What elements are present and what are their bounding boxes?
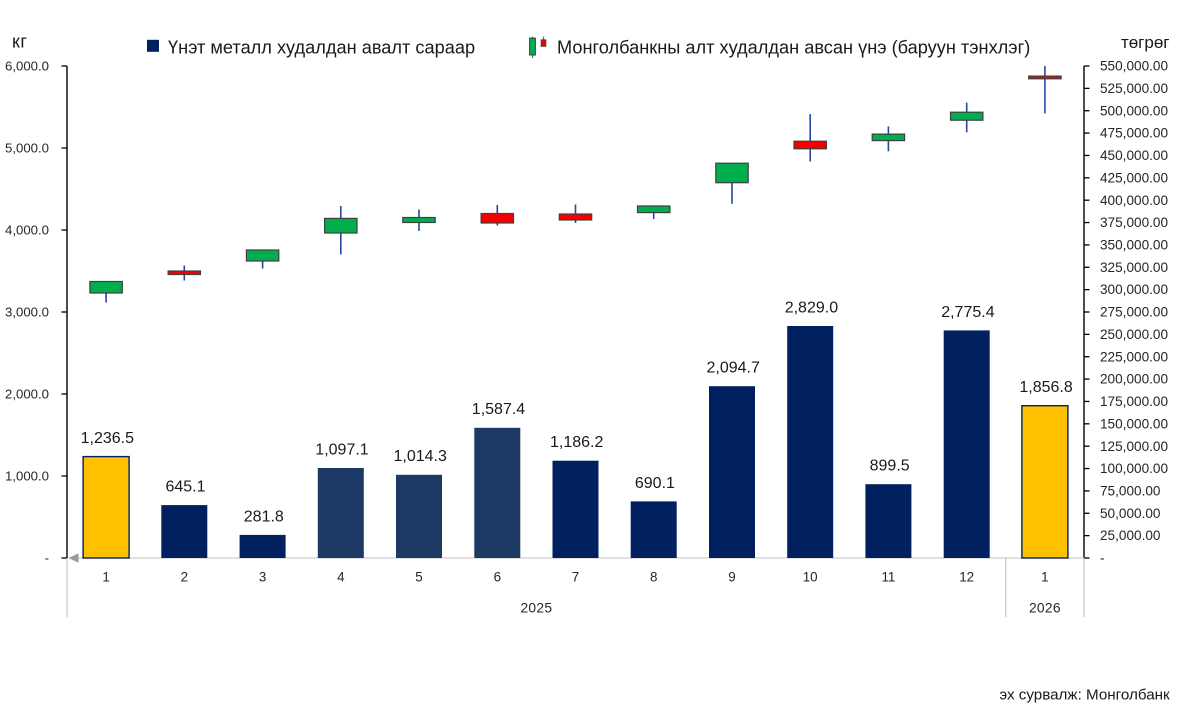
svg-text:1: 1 — [102, 570, 109, 585]
svg-text:2: 2 — [181, 570, 188, 585]
svg-text:275,000.00: 275,000.00 — [1100, 305, 1168, 320]
svg-text:375,000.00: 375,000.00 — [1100, 215, 1168, 230]
svg-text:350,000.00: 350,000.00 — [1100, 238, 1168, 253]
svg-text:6: 6 — [494, 570, 501, 585]
svg-text:5,000.0: 5,000.0 — [5, 141, 49, 156]
svg-text:175,000.00: 175,000.00 — [1100, 394, 1168, 409]
svg-text:эх сурвалж: Монголбанк: эх сурвалж: Монголбанк — [999, 687, 1170, 704]
svg-text:75,000.00: 75,000.00 — [1100, 484, 1161, 499]
svg-text:1,186.2: 1,186.2 — [550, 434, 603, 451]
svg-text:425,000.00: 425,000.00 — [1100, 170, 1168, 185]
svg-text:2,094.7: 2,094.7 — [707, 360, 760, 377]
svg-text:2,829.0: 2,829.0 — [785, 299, 838, 316]
svg-text:1,587.4: 1,587.4 — [472, 401, 525, 418]
svg-text:төгрөг: төгрөг — [1121, 33, 1170, 52]
svg-text:4,000.0: 4,000.0 — [5, 223, 49, 238]
svg-text:2026: 2026 — [1029, 601, 1061, 616]
svg-text:250,000.00: 250,000.00 — [1100, 327, 1168, 342]
svg-text:1,856.8: 1,856.8 — [1019, 379, 1072, 396]
svg-text:4: 4 — [337, 570, 345, 585]
svg-text:9: 9 — [728, 570, 735, 585]
svg-text:300,000.00: 300,000.00 — [1100, 282, 1168, 297]
svg-text:11: 11 — [881, 570, 895, 585]
svg-text:475,000.00: 475,000.00 — [1100, 126, 1168, 141]
svg-text:1: 1 — [1041, 570, 1048, 585]
svg-text:200,000.00: 200,000.00 — [1100, 372, 1168, 387]
svg-text:450,000.00: 450,000.00 — [1100, 148, 1168, 163]
svg-text:525,000.00: 525,000.00 — [1100, 81, 1168, 96]
svg-text:10: 10 — [803, 570, 818, 585]
svg-text:281.8: 281.8 — [244, 508, 284, 525]
svg-text:8: 8 — [650, 570, 657, 585]
svg-text:3: 3 — [259, 570, 266, 585]
svg-text:кг: кг — [12, 32, 27, 52]
svg-text:Монголбанкны алт худалдан авса: Монголбанкны алт худалдан авсан үнэ (бар… — [557, 37, 1030, 57]
svg-text:Үнэт металл худалдан авалт сар: Үнэт металл худалдан авалт сараар — [168, 37, 475, 57]
svg-text:6,000.0: 6,000.0 — [5, 59, 49, 74]
svg-text:645.1: 645.1 — [165, 479, 205, 496]
svg-text:500,000.00: 500,000.00 — [1100, 103, 1168, 118]
svg-text:2025: 2025 — [520, 601, 552, 616]
svg-text:-: - — [45, 551, 49, 566]
svg-text:1,000.0: 1,000.0 — [5, 469, 49, 484]
svg-text:7: 7 — [572, 570, 579, 585]
svg-text:325,000.00: 325,000.00 — [1100, 260, 1168, 275]
svg-text:3,000.0: 3,000.0 — [5, 305, 49, 320]
svg-text:899.5: 899.5 — [870, 458, 910, 475]
svg-text:5: 5 — [415, 570, 422, 585]
svg-text:550,000.00: 550,000.00 — [1100, 59, 1168, 74]
svg-text:690.1: 690.1 — [635, 475, 675, 492]
svg-text:1,236.5: 1,236.5 — [81, 430, 134, 447]
svg-text:225,000.00: 225,000.00 — [1100, 349, 1168, 364]
svg-text:1,097.1: 1,097.1 — [315, 441, 368, 458]
svg-text:150,000.00: 150,000.00 — [1100, 416, 1168, 431]
svg-text:12: 12 — [959, 570, 974, 585]
svg-text:50,000.00: 50,000.00 — [1100, 506, 1161, 521]
svg-text:-: - — [1100, 551, 1105, 566]
svg-text:100,000.00: 100,000.00 — [1100, 461, 1168, 476]
svg-text:400,000.00: 400,000.00 — [1100, 193, 1168, 208]
svg-text:2,775.4: 2,775.4 — [941, 304, 994, 321]
svg-text:125,000.00: 125,000.00 — [1100, 439, 1168, 454]
svg-text:25,000.00: 25,000.00 — [1100, 528, 1161, 543]
svg-text:1,014.3: 1,014.3 — [394, 448, 447, 465]
svg-text:2,000.0: 2,000.0 — [5, 387, 49, 402]
